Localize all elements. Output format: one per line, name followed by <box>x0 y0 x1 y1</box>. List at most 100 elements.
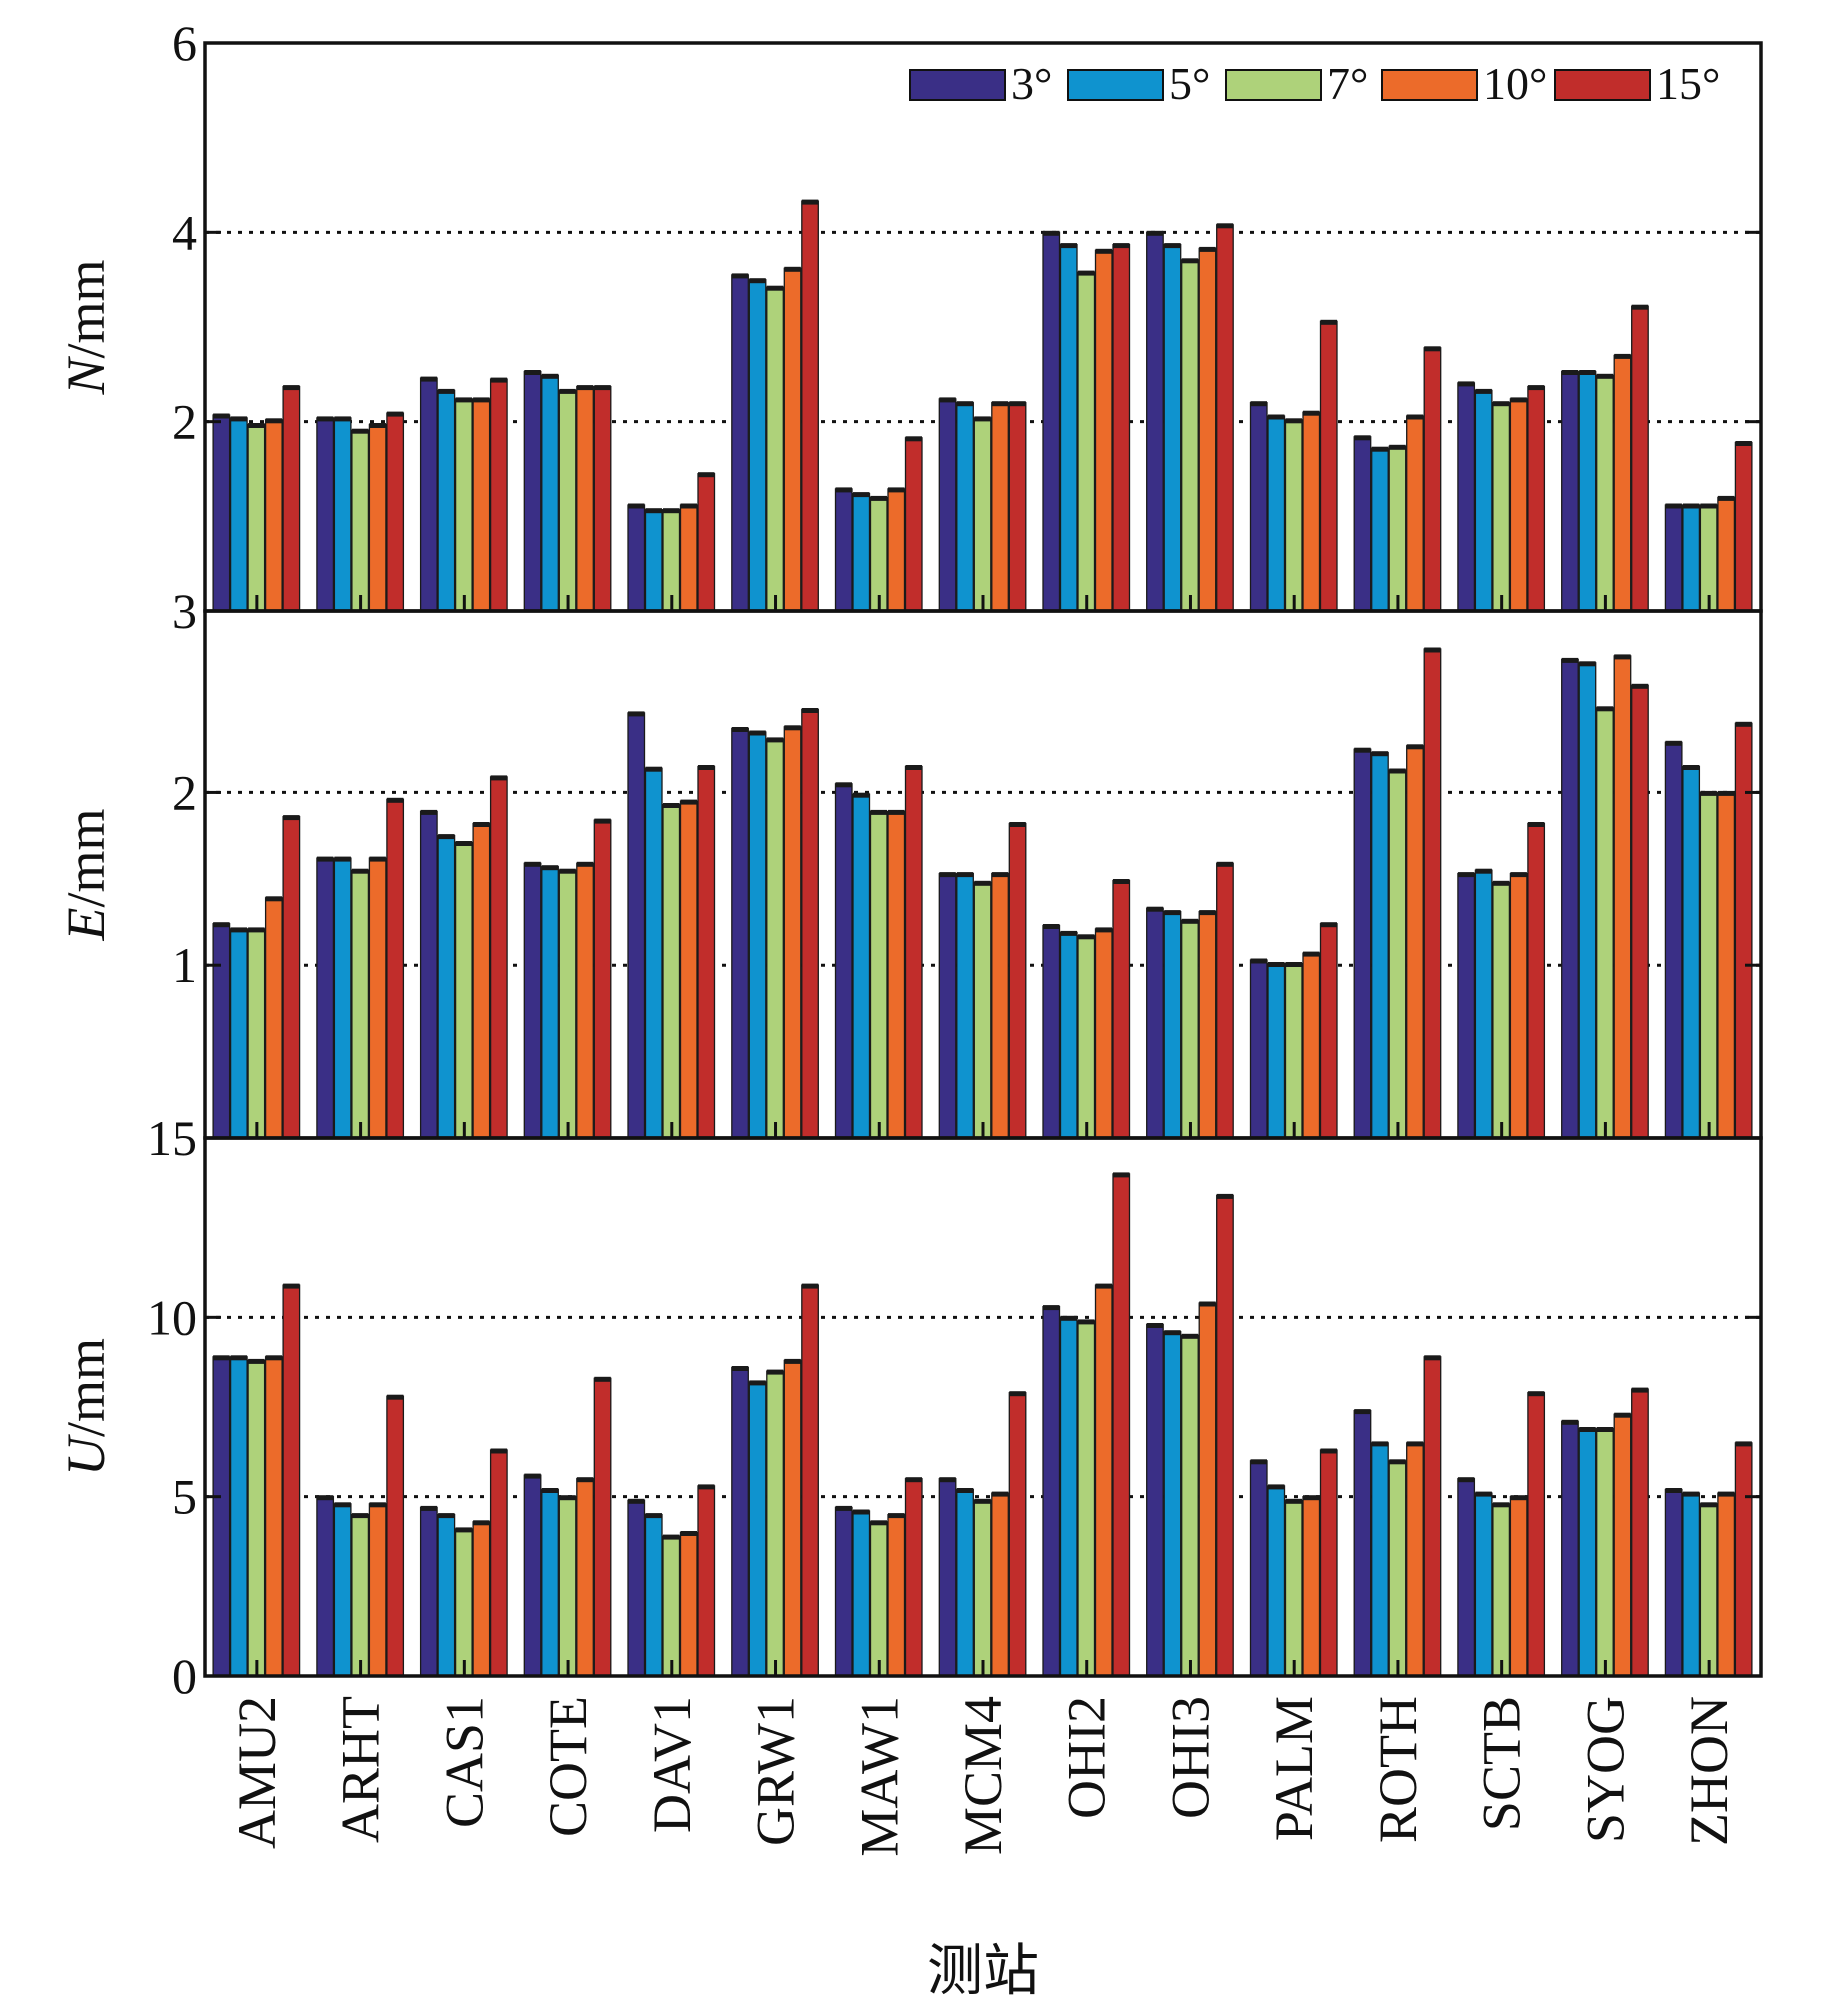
bar-E-ZHON-7° <box>1699 791 1718 1139</box>
bar-U-OHI3-5° <box>1163 1331 1182 1677</box>
bar-E-OHI3-10° <box>1198 910 1217 1139</box>
bar-cap-U-MCM4-3° <box>939 1477 956 1483</box>
bar-cap-U-OHI2-7° <box>1078 1319 1095 1325</box>
bar-E-ARHT-3° <box>316 857 335 1139</box>
bar-U-OHI2-15° <box>1112 1173 1131 1677</box>
bar-E-ARHT-5° <box>333 857 352 1139</box>
y-tick-label-U-15: 15 <box>147 1110 197 1166</box>
bar-cap-N-ARHT-5° <box>334 416 351 422</box>
bar-cap-E-PALM-15° <box>1320 922 1337 928</box>
bar-E-MAW1-10° <box>887 810 906 1139</box>
legend-swatch-4 <box>1554 69 1651 101</box>
bar-U-PALM-15° <box>1319 1449 1338 1677</box>
category-label-AMU2: AMU2 <box>227 1696 287 1849</box>
bar-N-SYOG-10° <box>1613 354 1632 612</box>
bar-U-MCM4-7° <box>973 1499 992 1677</box>
bar-U-COTE-15° <box>593 1377 612 1677</box>
bar-U-ROTH-3° <box>1353 1409 1372 1677</box>
bar-N-SCTB-10° <box>1509 398 1528 612</box>
bar-cap-N-COTE-5° <box>541 373 559 379</box>
bar-cap-U-GRW1-15° <box>801 1283 819 1289</box>
bar-cap-U-MAW1-3° <box>835 1505 852 1511</box>
bar-cap-E-COTE-7° <box>559 868 576 874</box>
bar-cap-E-ROTH-10° <box>1406 744 1424 750</box>
bar-U-SCTB-3° <box>1457 1478 1476 1677</box>
bar-cap-N-AMU2-10° <box>265 418 283 424</box>
bar-cap-U-ROTH-5° <box>1371 1441 1389 1447</box>
bar-E-PALM-3° <box>1249 959 1268 1139</box>
bar-cap-U-OHI2-15° <box>1113 1172 1130 1178</box>
bar-cap-E-MCM4-7° <box>974 880 991 886</box>
bar-N-ROTH-10° <box>1406 415 1424 612</box>
bar-E-SYOG-7° <box>1596 707 1614 1139</box>
bar-cap-E-DAV1-3° <box>628 711 645 717</box>
bar-cap-U-GRW1-3° <box>731 1366 749 1371</box>
bar-cap-U-PALM-10° <box>1303 1495 1320 1501</box>
bar-cap-N-DAV1-15° <box>698 472 715 478</box>
bar-cap-N-COTE-7° <box>559 388 576 394</box>
bar-cap-E-AMU2-10° <box>265 896 283 902</box>
bar-cap-N-CAS1-7° <box>455 397 473 403</box>
bar-cap-U-MCM4-15° <box>1009 1391 1026 1397</box>
bar-cap-E-MAW1-5° <box>853 792 870 798</box>
bar-N-SYOG-15° <box>1631 305 1649 612</box>
bar-N-OHI2-10° <box>1094 249 1113 612</box>
bar-U-ARHT-3° <box>316 1496 335 1677</box>
bar-cap-N-ZHON-3° <box>1665 503 1682 509</box>
bar-cap-U-ROTH-10° <box>1406 1441 1424 1447</box>
bar-N-AMU2-7° <box>247 423 266 612</box>
bar-cap-E-COTE-10° <box>576 861 594 867</box>
bar-cap-U-ZHON-10° <box>1717 1491 1735 1497</box>
bar-cap-U-CAS1-3° <box>420 1505 438 1511</box>
bar-cap-U-COTE-10° <box>576 1477 594 1483</box>
bar-cap-N-SCTB-7° <box>1492 401 1510 407</box>
bar-U-CAS1-3° <box>419 1506 438 1677</box>
bar-cap-E-SYOG-5° <box>1579 661 1596 667</box>
bar-N-COTE-15° <box>593 385 612 612</box>
bar-cap-E-MCM4-10° <box>991 872 1009 878</box>
category-label-MCM4: MCM4 <box>953 1696 1013 1855</box>
bar-cap-U-COTE-3° <box>524 1473 541 1479</box>
bar-cap-N-MAW1-3° <box>835 487 852 493</box>
bar-N-ZHON-3° <box>1664 504 1683 612</box>
bar-cap-E-MAW1-10° <box>888 809 905 815</box>
legend-label-3: 10° <box>1483 58 1547 109</box>
bar-cap-N-CAS1-5° <box>438 388 455 394</box>
bar-cap-U-CAS1-15° <box>490 1448 508 1454</box>
bar-N-OHI3-7° <box>1181 259 1199 612</box>
bar-cap-U-COTE-15° <box>594 1376 611 1382</box>
bar-N-ARHT-15° <box>386 412 405 612</box>
bar-U-SCTB-7° <box>1492 1503 1511 1677</box>
bar-cap-E-COTE-15° <box>594 818 611 824</box>
bar-E-GRW1-5° <box>748 731 767 1139</box>
x-axis-title: 测站 <box>927 1941 1039 2003</box>
bar-N-ROTH-7° <box>1388 445 1407 612</box>
bar-E-ZHON-10° <box>1717 791 1736 1139</box>
bar-U-SYOG-3° <box>1561 1420 1579 1677</box>
bar-cap-E-GRW1-5° <box>749 730 766 736</box>
bar-cap-N-OHI3-15° <box>1216 223 1234 229</box>
bar-E-COTE-15° <box>593 819 612 1139</box>
bar-N-GRW1-15° <box>801 200 819 612</box>
bar-cap-E-GRW1-7° <box>766 737 784 743</box>
bar-cap-N-DAV1-5° <box>645 508 662 514</box>
bar-cap-E-SCTB-15° <box>1527 822 1545 827</box>
bar-cap-U-ARHT-7° <box>351 1513 369 1519</box>
bar-cap-E-SYOG-15° <box>1631 683 1649 689</box>
bar-cap-N-MAW1-15° <box>905 436 922 442</box>
bar-cap-E-OHI3-10° <box>1199 910 1216 916</box>
bar-E-OHI3-5° <box>1163 910 1182 1139</box>
bar-E-MCM4-10° <box>991 872 1009 1139</box>
bar-U-MAW1-5° <box>852 1510 871 1677</box>
bar-E-PALM-15° <box>1319 923 1338 1139</box>
bar-cap-U-ZHON-5° <box>1682 1491 1700 1497</box>
bar-E-MCM4-5° <box>956 872 974 1139</box>
bar-U-SCTB-10° <box>1509 1496 1528 1677</box>
bar-U-MCM4-3° <box>938 1478 957 1677</box>
bar-U-OHI3-3° <box>1146 1323 1164 1677</box>
bar-cap-U-ZHON-3° <box>1665 1488 1682 1493</box>
bar-cap-E-CAS1-10° <box>473 822 490 827</box>
bar-E-OHI3-7° <box>1181 919 1199 1139</box>
bar-cap-N-ARHT-3° <box>316 416 334 422</box>
